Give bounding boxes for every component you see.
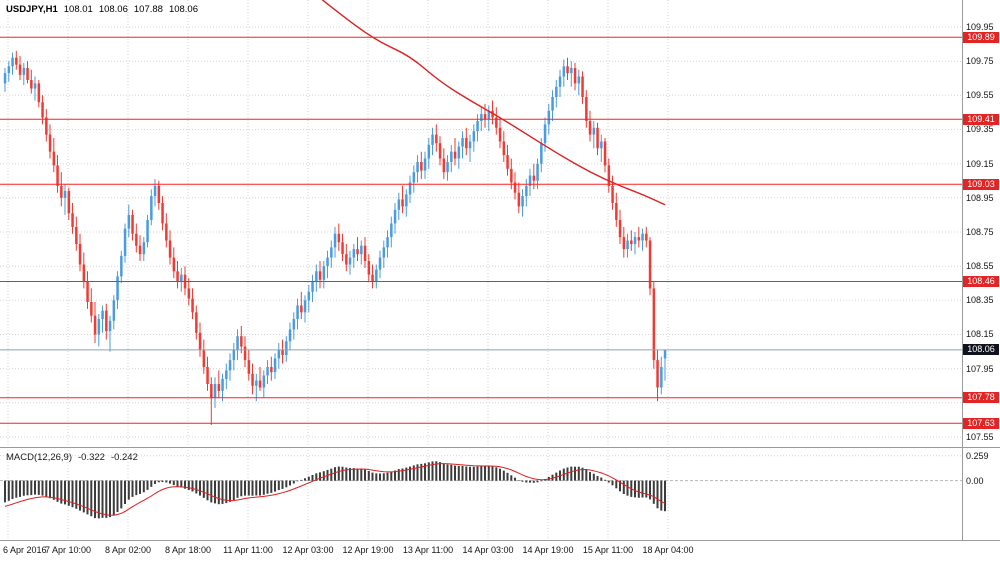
- time-tick-label: 6 Apr 2016: [3, 545, 47, 555]
- close-value: 108.06: [168, 4, 198, 15]
- macd-layer: [4, 461, 666, 519]
- macd-indicator-label: MACD(12,26,9) -0.322 -0.242: [6, 452, 138, 463]
- time-tick-label: 18 Apr 04:00: [642, 545, 694, 555]
- time-tick-label: 12 Apr 19:00: [342, 545, 394, 555]
- time-tick-label: 12 Apr 03:00: [282, 545, 334, 555]
- price-tick-label: 109.75: [966, 56, 994, 67]
- macd-signal-value: -0.242: [110, 452, 138, 463]
- price-tick-label: 108.75: [966, 226, 994, 237]
- macd-tick-label: 0.00: [966, 475, 984, 486]
- time-tick-label: 13 Apr 11:00: [402, 545, 454, 555]
- level-price-badge: 107.63: [963, 417, 999, 429]
- candles-layer: [3, 0, 667, 425]
- macd-name: MACD(12,26,9): [6, 452, 72, 463]
- level-price-badge: 109.03: [963, 178, 999, 190]
- time-tick-label: 11 Apr 11:00: [223, 545, 273, 555]
- price-tick-label: 109.95: [966, 22, 994, 32]
- level-price-badge: 107.78: [963, 392, 999, 404]
- price-tick-label: 108.95: [966, 192, 994, 203]
- time-tick-label: 8 Apr 18:00: [164, 545, 212, 555]
- time-tick-label: 15 Apr 11:00: [582, 545, 634, 555]
- price-tick-label: 107.55: [966, 431, 994, 442]
- price-tick-label: 109.15: [966, 158, 994, 169]
- macd-tick-label: 0.259: [966, 450, 989, 461]
- time-tick-label: 14 Apr 03:00: [462, 545, 514, 555]
- low-value: 107.88: [133, 4, 163, 15]
- price-tick-label: 108.15: [966, 329, 994, 340]
- time-tick-label: 7 Apr 10:00: [44, 545, 92, 555]
- grid-layer: [0, 0, 962, 540]
- level-price-badge: 109.41: [963, 113, 999, 125]
- price-tick-label: 108.55: [966, 261, 994, 272]
- level-price-badge: 109.89: [963, 31, 999, 43]
- price-tick-label: 109.35: [966, 124, 994, 135]
- symbol-timeframe: USDJPY,H1: [6, 4, 58, 15]
- chart-ohlc-header: USDJPY,H1 108.01 108.06 107.88 108.06: [6, 4, 198, 15]
- price-tick-label: 107.95: [966, 363, 994, 374]
- macd-main-value: -0.322: [78, 452, 105, 463]
- macd-signal-curve: [4, 463, 666, 516]
- time-tick-label: 8 Apr 02:00: [104, 545, 152, 555]
- price-tick-label: 109.55: [966, 90, 994, 101]
- time-tick-label: 14 Apr 19:00: [522, 545, 574, 555]
- high-value: 108.06: [98, 4, 128, 15]
- overlay-lines-layer: [0, 0, 1000, 541]
- current-price-badge: 108.06: [963, 344, 999, 356]
- price-tick-label: 108.35: [966, 295, 994, 306]
- open-value: 108.01: [63, 4, 93, 15]
- level-price-badge: 108.46: [963, 276, 999, 288]
